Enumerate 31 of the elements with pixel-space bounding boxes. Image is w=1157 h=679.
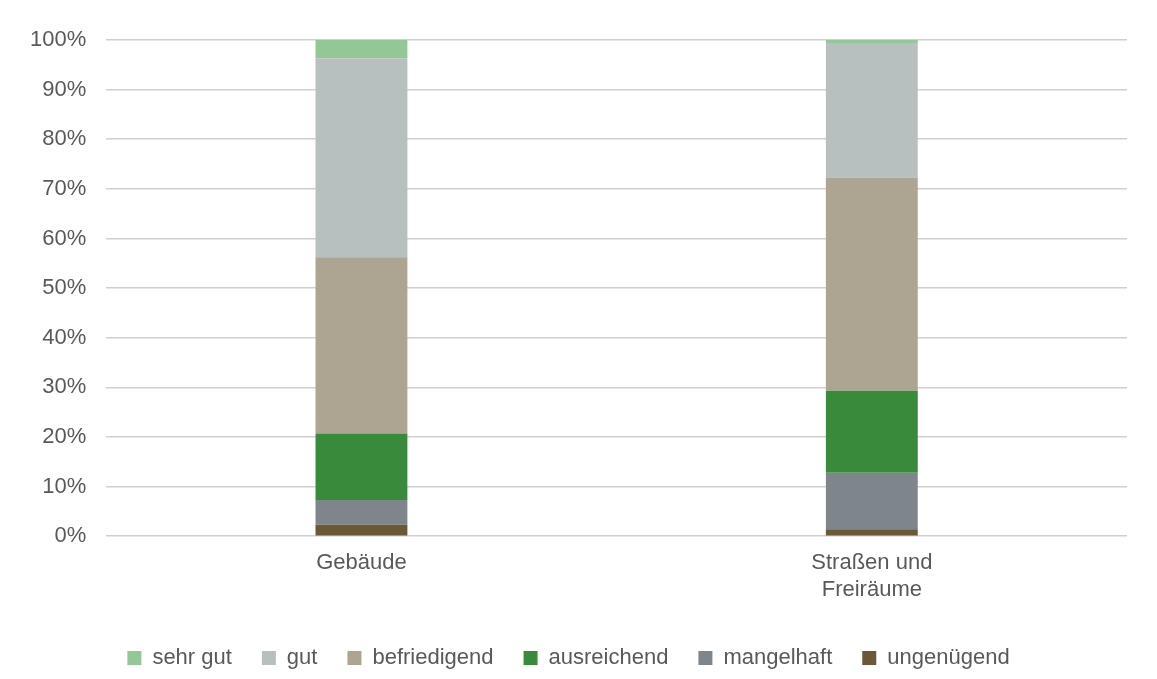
bar <box>315 257 408 434</box>
bar <box>825 390 918 473</box>
y-tick-label: 30% <box>42 373 87 399</box>
legend-label: ungenügend <box>887 644 1010 670</box>
y-tick-label: 80% <box>42 125 87 151</box>
legend-label: befriedigend <box>372 644 494 670</box>
bar <box>825 472 918 530</box>
bar <box>315 433 408 500</box>
x-tick-label: Gebäude <box>316 549 407 575</box>
legend-label: ausreichend <box>548 644 669 670</box>
y-tick-label: 0% <box>54 522 87 548</box>
legend-label: gut <box>286 644 318 670</box>
y-tick-label: 20% <box>42 423 87 449</box>
bar <box>825 42 918 178</box>
y-tick-label: 90% <box>42 75 87 101</box>
bar <box>315 524 408 536</box>
bar <box>315 58 408 258</box>
bar <box>825 177 918 391</box>
x-tick-label: Straßen und Freiräume <box>811 549 933 601</box>
bar <box>825 40 918 43</box>
legend-label: sehr gut <box>152 644 232 670</box>
y-tick-label: 10% <box>42 472 87 498</box>
legend-label: mangelhaft <box>723 644 833 670</box>
bar <box>825 529 918 536</box>
bar <box>315 499 408 525</box>
bar <box>315 40 408 59</box>
y-tick-label: 70% <box>42 174 87 200</box>
y-tick-label: 40% <box>42 323 87 349</box>
y-tick-label: 100% <box>29 26 87 52</box>
y-tick-label: 60% <box>42 224 87 250</box>
y-tick-label: 50% <box>42 274 87 300</box>
